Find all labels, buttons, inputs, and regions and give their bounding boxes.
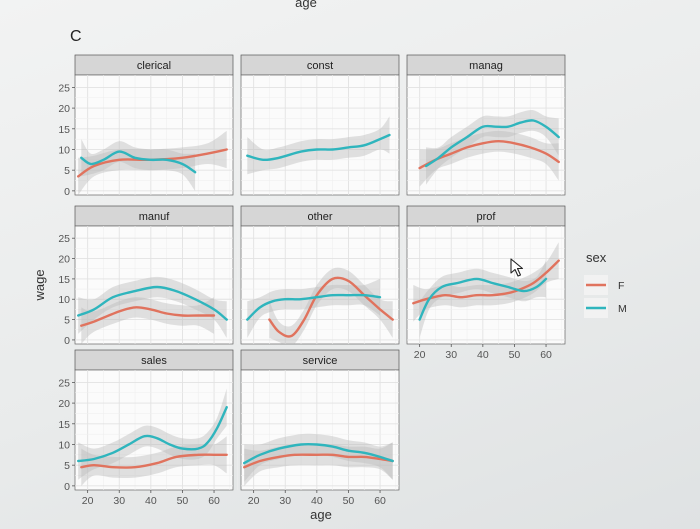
facet-clerical: clerical	[71, 54, 234, 196]
panel-background	[74, 225, 234, 345]
legend-label-F: F	[618, 280, 624, 292]
y-tick-label: 0	[64, 186, 70, 198]
legend: sex FM	[584, 250, 627, 318]
y-axes: 0 5 10 15 20 25 0 5 10 15 20 25 0 5 10 15 20 25	[58, 82, 75, 493]
confidence-band-F	[81, 297, 214, 344]
x-axes: 20 30 40 50 60 20 30 40 50 60 20 30 40 50 60	[82, 344, 552, 507]
confidence-band-M	[78, 388, 227, 480]
series-line-M	[77, 285, 228, 321]
x-axis-title: age	[310, 507, 332, 522]
y-tick-label: 10	[58, 294, 70, 306]
y-tick-label: 0	[64, 481, 70, 493]
y-tick-label: 20	[58, 398, 70, 410]
confidence-band-M	[247, 116, 390, 175]
y-tick-label: 25	[58, 233, 70, 245]
panel-label: C	[70, 28, 82, 45]
series-line-M	[418, 277, 548, 321]
x-tick-label: 20	[248, 495, 260, 507]
facet-sales: sales	[71, 349, 234, 491]
series-line-M	[243, 442, 394, 465]
facet-strip-label: prof	[477, 211, 497, 223]
facet-strip-label: other	[307, 211, 332, 223]
top-axis-title: age	[295, 0, 317, 10]
facet-manuf: manuf	[71, 205, 234, 345]
y-tick-label: 5	[64, 460, 70, 472]
x-tick-label: 30	[113, 495, 125, 507]
x-tick-label: 60	[374, 495, 386, 507]
series-line-F	[412, 259, 560, 305]
confidence-band-M	[426, 110, 559, 185]
panel-background	[240, 225, 400, 345]
y-tick-label: 15	[58, 419, 70, 431]
series-line-M	[77, 406, 228, 463]
y-tick-label: 10	[58, 144, 70, 156]
series-line-M	[246, 133, 391, 162]
series-line-M	[80, 150, 197, 174]
y-tick-label: 5	[64, 315, 70, 327]
panel-background	[74, 369, 234, 491]
facet-strip-label: service	[303, 355, 338, 367]
series-line-F	[80, 453, 228, 469]
legend-title: sex	[586, 250, 607, 265]
x-tick-label: 50	[177, 495, 189, 507]
facet-service: service	[237, 349, 400, 491]
x-tick-label: 50	[509, 349, 521, 361]
facet-const: const	[237, 54, 400, 196]
y-tick-label: 20	[58, 254, 70, 266]
series-line-F	[418, 139, 560, 170]
confidence-band-M	[244, 433, 393, 482]
x-tick-label: 40	[311, 495, 323, 507]
facet-strip-label: manag	[469, 60, 503, 72]
panel-background	[240, 369, 400, 491]
confidence-band-M	[78, 276, 227, 338]
confidence-band-F	[78, 130, 227, 195]
x-tick-label: 40	[145, 495, 157, 507]
facet-manag: manag	[403, 54, 566, 196]
x-tick-label: 50	[343, 495, 355, 507]
legend-label-M: M	[618, 303, 627, 315]
facet-strip-label: const	[307, 60, 333, 72]
y-tick-label: 15	[58, 274, 70, 286]
y-tick-label: 15	[58, 124, 70, 136]
series-line-F	[80, 306, 216, 327]
y-tick-label: 20	[58, 103, 70, 115]
facet-strip-label: clerical	[137, 60, 171, 72]
x-tick-label: 20	[82, 495, 94, 507]
confidence-band-F	[413, 242, 559, 322]
y-tick-label: 0	[64, 335, 70, 347]
facet-panels: clerical const manag manuf other prof sales ser…	[71, 54, 566, 491]
facet-other: other	[237, 205, 400, 345]
x-tick-label: 40	[477, 349, 489, 361]
confidence-band-M	[247, 278, 380, 338]
series-line-F	[243, 453, 394, 469]
y-tick-label: 5	[64, 165, 70, 177]
series-line-F	[268, 276, 394, 338]
x-tick-label: 20	[414, 349, 426, 361]
y-tick-label: 25	[58, 82, 70, 94]
facet-strip-label: sales	[141, 355, 167, 367]
series-line-M	[246, 293, 382, 321]
confidence-band-M	[81, 139, 196, 191]
facet-prof: prof	[403, 205, 566, 345]
x-tick-label: 60	[540, 349, 552, 361]
y-axis-title: wage	[32, 269, 47, 301]
x-tick-label: 30	[445, 349, 457, 361]
y-tick-label: 25	[58, 377, 70, 389]
y-tick-label: 10	[58, 439, 70, 451]
series-line-M	[424, 119, 560, 168]
x-tick-label: 30	[279, 495, 291, 507]
mouse-cursor-icon	[510, 258, 524, 277]
panel-background	[406, 74, 566, 196]
confidence-band-F	[244, 442, 393, 486]
confidence-band-M	[419, 260, 546, 338]
panel-background	[240, 74, 400, 196]
facet-strip-label: manuf	[139, 211, 171, 223]
x-tick-label: 60	[208, 495, 220, 507]
panel-background	[74, 74, 234, 196]
